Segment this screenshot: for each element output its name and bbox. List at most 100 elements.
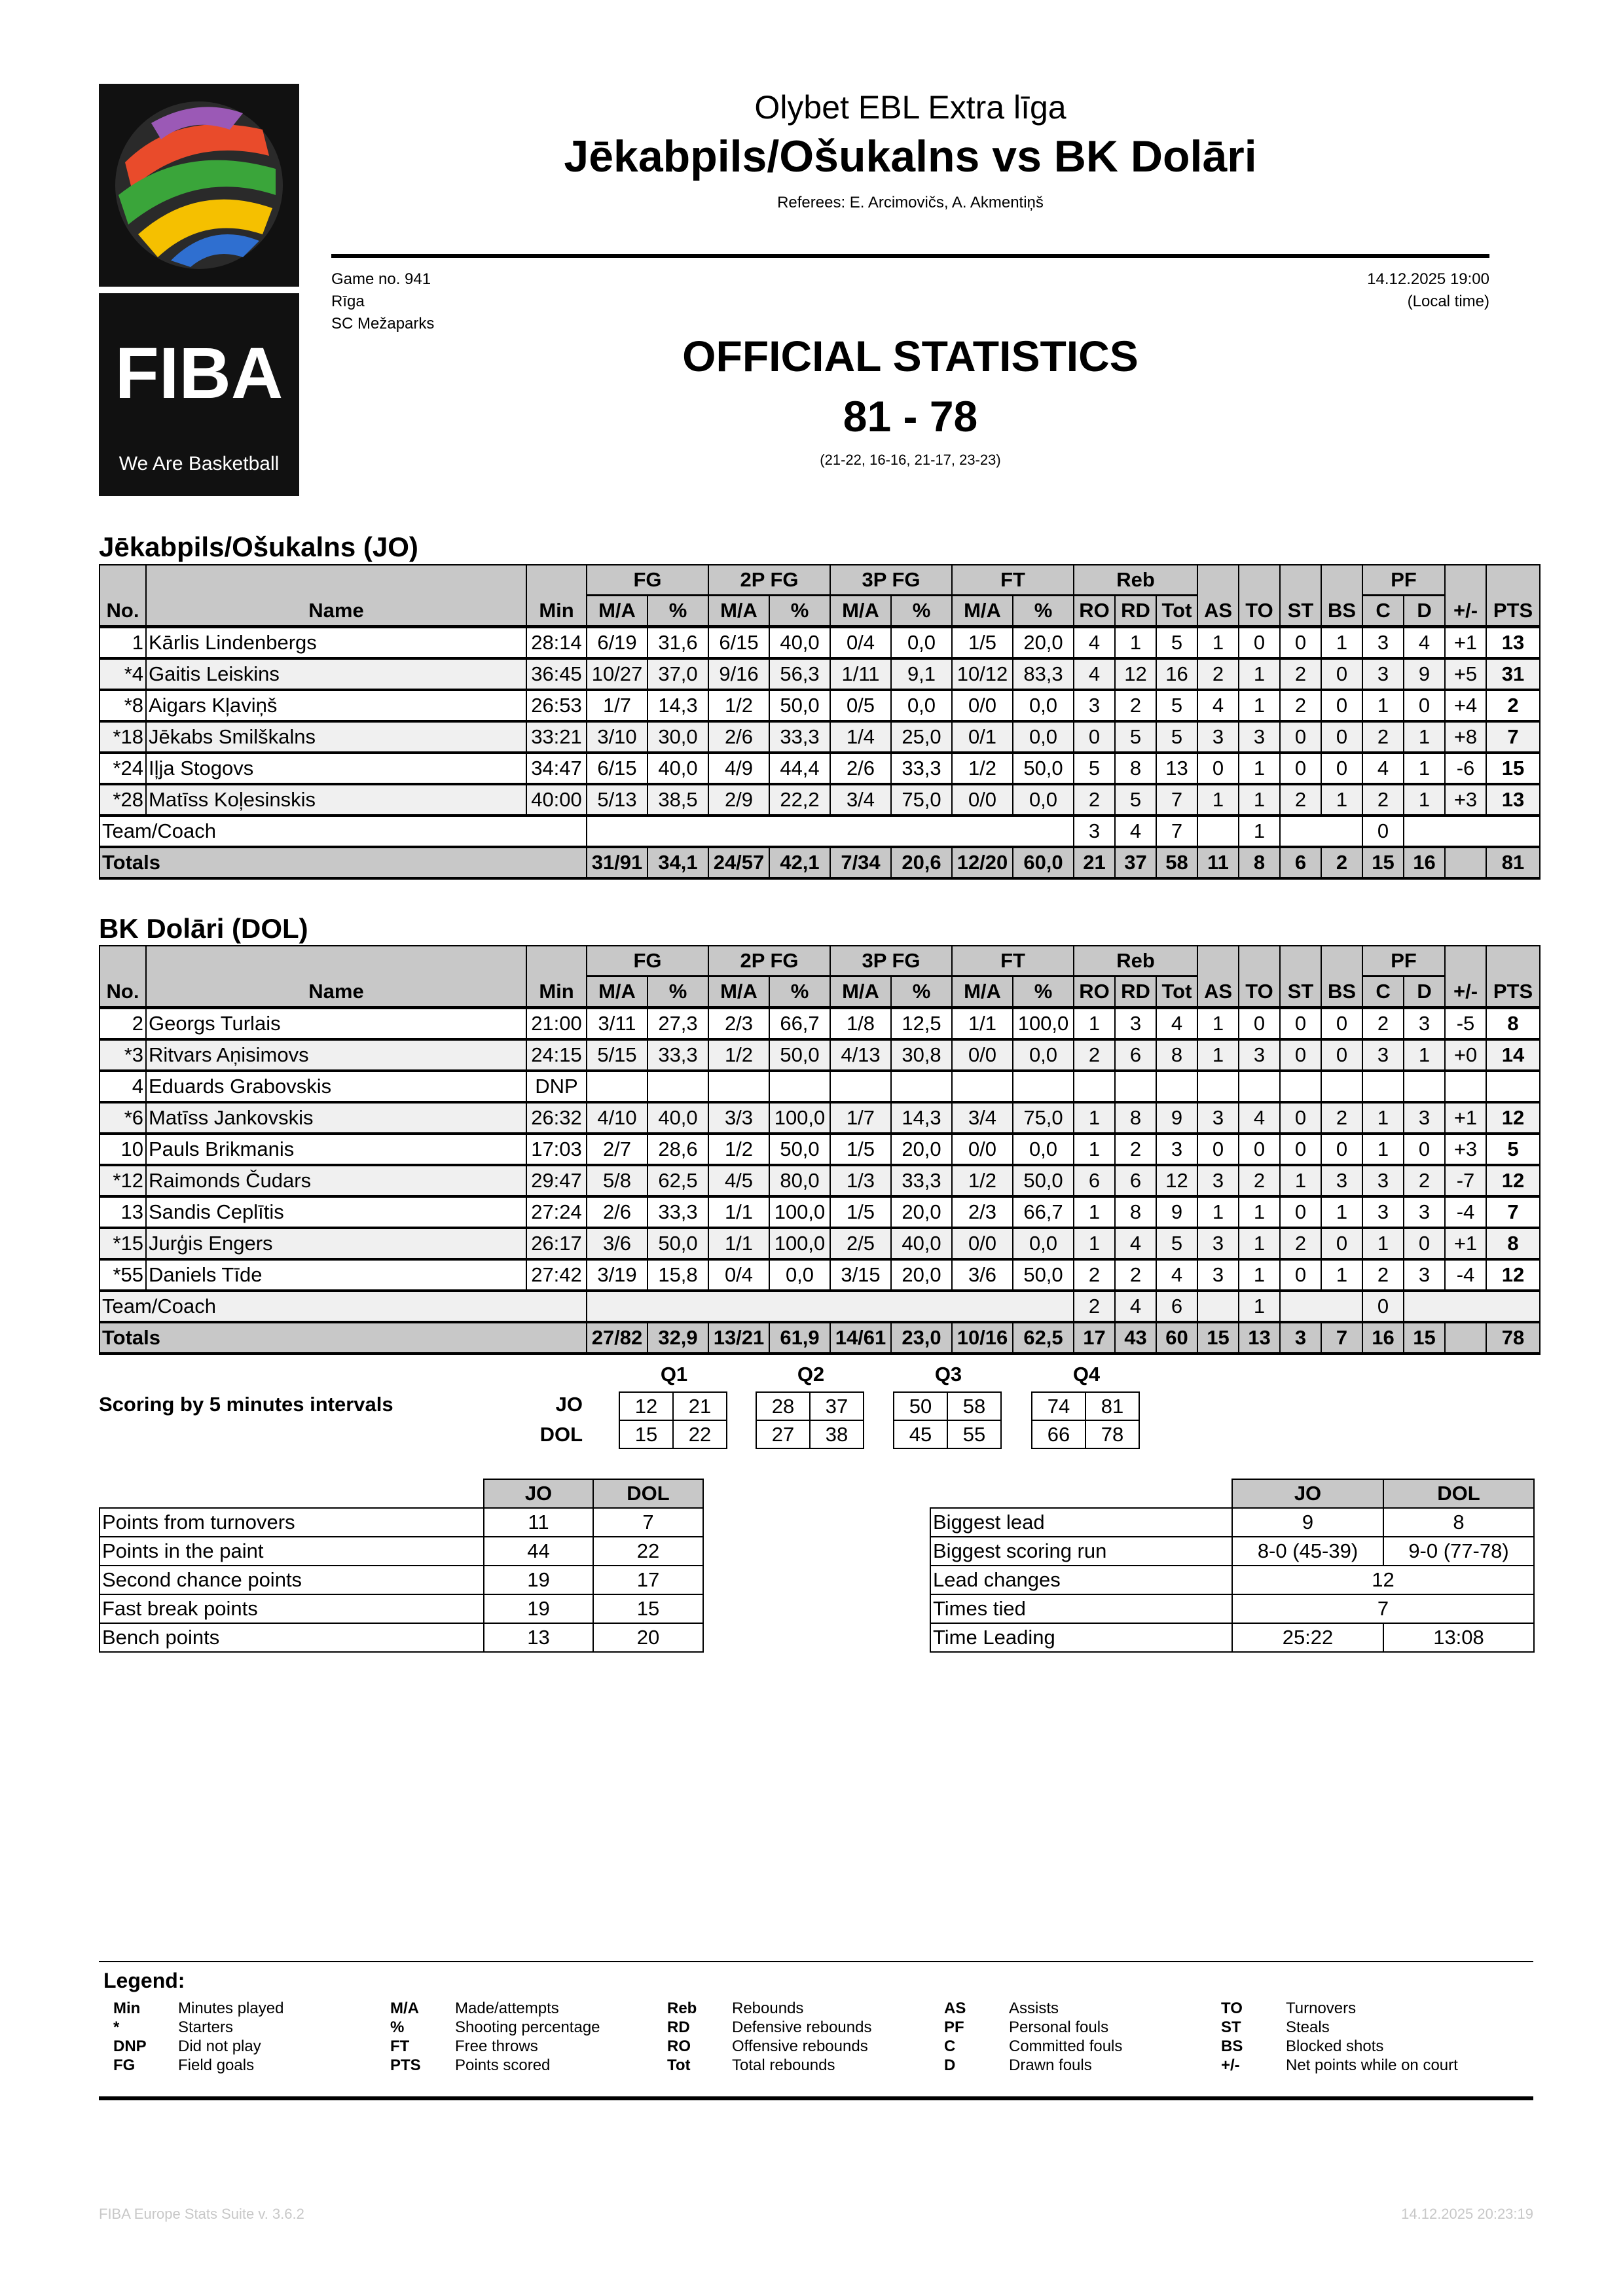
cell-number: 1: [99, 626, 147, 658]
cell-def-rebounds: 37: [1114, 847, 1157, 878]
cell-assists: 3: [1197, 1228, 1240, 1259]
cell-3p-made-attempts: [830, 1071, 892, 1102]
legend-abbr: D: [944, 2056, 956, 2074]
cell-turnovers: 1: [1238, 658, 1281, 690]
cell-points: [1486, 1071, 1541, 1102]
cell-def-rebounds: 4: [1114, 1228, 1157, 1259]
cell-steals: 0: [1279, 1259, 1322, 1291]
cell-name: Jurģis Engers: [145, 1228, 527, 1259]
stat-row: Second chance points 19 17: [99, 1565, 704, 1595]
cell-def-rebounds: 4: [1114, 1291, 1157, 1322]
cell-def-rebounds: 43: [1114, 1322, 1157, 1354]
stat-value-jo: 9: [1231, 1507, 1384, 1537]
cell-plus-minus: [1444, 847, 1487, 878]
cell-3p-pct: 20,0: [890, 1134, 953, 1165]
cell-fouls-committed: 15: [1362, 847, 1405, 878]
cell-3p-made-attempts: 1/8: [830, 1007, 892, 1039]
cell-points: 31: [1486, 658, 1541, 690]
cell-steals: 0: [1279, 1196, 1322, 1228]
cell-points: 12: [1486, 1165, 1541, 1196]
cell-def-rebounds: 2: [1114, 690, 1157, 721]
stat-value-dol: 15: [593, 1594, 704, 1624]
cell-assists: 15: [1197, 1322, 1240, 1354]
cell-fg-pct: 15,8: [647, 1259, 709, 1291]
cell-points: 14: [1486, 1039, 1541, 1071]
stat-row: Bench points 13 20: [99, 1623, 704, 1653]
col-tot: Tot: [1155, 976, 1199, 1008]
cell-steals: 2: [1279, 784, 1322, 816]
stat-value: 12: [1231, 1565, 1535, 1595]
quarter-row-dol: 27 38: [756, 1420, 864, 1449]
cell-fouls-drawn: 16: [1403, 847, 1446, 878]
cell-2p-made-attempts: 4/5: [708, 1165, 770, 1196]
legend-description: Shooting percentage: [455, 2018, 600, 2036]
quarter-label: Q1: [660, 1363, 688, 1386]
stat-row: Biggest scoring run 8-0 (45-39) 9-0 (77-78…: [930, 1536, 1535, 1566]
stat-row: Fast break points 19 15: [99, 1594, 704, 1624]
cell-2p-pct: 61,9: [769, 1322, 831, 1354]
col-ma: M/A: [830, 595, 892, 627]
cell-points: 7: [1486, 1196, 1541, 1228]
cell-ft-made-attempts: 1/2: [951, 753, 1013, 784]
cell-plus-minus: +3: [1444, 1134, 1487, 1165]
cell-ft-made-attempts: 1/2: [951, 1165, 1013, 1196]
cell-3p-pct: 33,3: [890, 1165, 953, 1196]
cell-fg-made-attempts: [586, 1071, 648, 1102]
cell-fg-pct: 38,5: [647, 784, 709, 816]
cell-number: 13: [99, 1196, 147, 1228]
cell-fg-made-attempts: 27/82: [586, 1322, 648, 1354]
cell-off-rebounds: 1: [1073, 1102, 1116, 1134]
cell-fg-pct: 62,5: [647, 1165, 709, 1196]
cell-fouls-committed: 1: [1362, 1228, 1405, 1259]
col-ma: M/A: [586, 595, 648, 627]
cell-def-rebounds: 12: [1114, 658, 1157, 690]
cell-plus-minus: +1: [1444, 626, 1487, 658]
team-title-away: BK Dolāri (DOL): [99, 913, 308, 944]
cell-2p-made-attempts: 1/1: [708, 1196, 770, 1228]
cell-3p-made-attempts: 14/61: [830, 1322, 892, 1354]
col-group: FG: [586, 946, 709, 977]
venue: SC Mežaparks: [331, 315, 435, 332]
interval-score: 27: [756, 1420, 811, 1449]
cell-fouls-committed: 2: [1362, 1259, 1405, 1291]
cell-2p-pct: [769, 1071, 831, 1102]
cell-3p-pct: 9,1: [890, 658, 953, 690]
legend-description: Net points while on court: [1286, 2056, 1458, 2074]
cell-minutes: DNP: [526, 1071, 587, 1102]
legend-abbr: %: [390, 2018, 405, 2036]
cell-3p-pct: 25,0: [890, 721, 953, 753]
cell-points: 12: [1486, 1259, 1541, 1291]
cell-number: 2: [99, 1007, 147, 1039]
quarter-label: Q3: [934, 1363, 962, 1386]
stat-value-jo: 8-0 (45-39): [1231, 1536, 1384, 1566]
cell-2p-pct: 66,7: [769, 1007, 831, 1039]
col-c: C: [1362, 595, 1405, 627]
cell-2p-pct: 80,0: [769, 1165, 831, 1196]
cell-fouls-committed: 4: [1362, 753, 1405, 784]
cell-def-rebounds: 3: [1114, 1007, 1157, 1039]
cell-2p-made-attempts: 6/15: [708, 626, 770, 658]
cell-2p-pct: 50,0: [769, 690, 831, 721]
cell-2p-pct: 100,0: [769, 1196, 831, 1228]
cell-total-rebounds: 8: [1155, 1039, 1199, 1071]
matchup-title: Jēkabpils/Ošukalns vs BK Dolāri: [564, 132, 1257, 181]
cell-steals: 0: [1279, 1134, 1322, 1165]
cell-minutes: 26:32: [526, 1102, 587, 1134]
col-ma: M/A: [951, 595, 1013, 627]
cell-2p-pct: 42,1: [769, 847, 831, 878]
cell-blocks: 0: [1321, 1039, 1364, 1071]
legend-description: Committed fouls: [1009, 2037, 1123, 2055]
stat-header-blank: [930, 1479, 1233, 1509]
cell-name: Raimonds Čudars: [145, 1165, 527, 1196]
stat-value-dol: 13:08: [1383, 1623, 1535, 1653]
cell-assists: 4: [1197, 690, 1240, 721]
cell-steals: 0: [1279, 626, 1322, 658]
cell-steals: 1: [1279, 1165, 1322, 1196]
cell-off-rebounds: 21: [1073, 847, 1116, 878]
cell-fouls-committed: 0: [1362, 816, 1405, 847]
col-tot: Tot: [1155, 595, 1199, 627]
cell-steals: 0: [1279, 721, 1322, 753]
cell-total-rebounds: 4: [1155, 1007, 1199, 1039]
cell-2p-pct: 0,0: [769, 1259, 831, 1291]
stat-label: Bench points: [99, 1623, 484, 1653]
